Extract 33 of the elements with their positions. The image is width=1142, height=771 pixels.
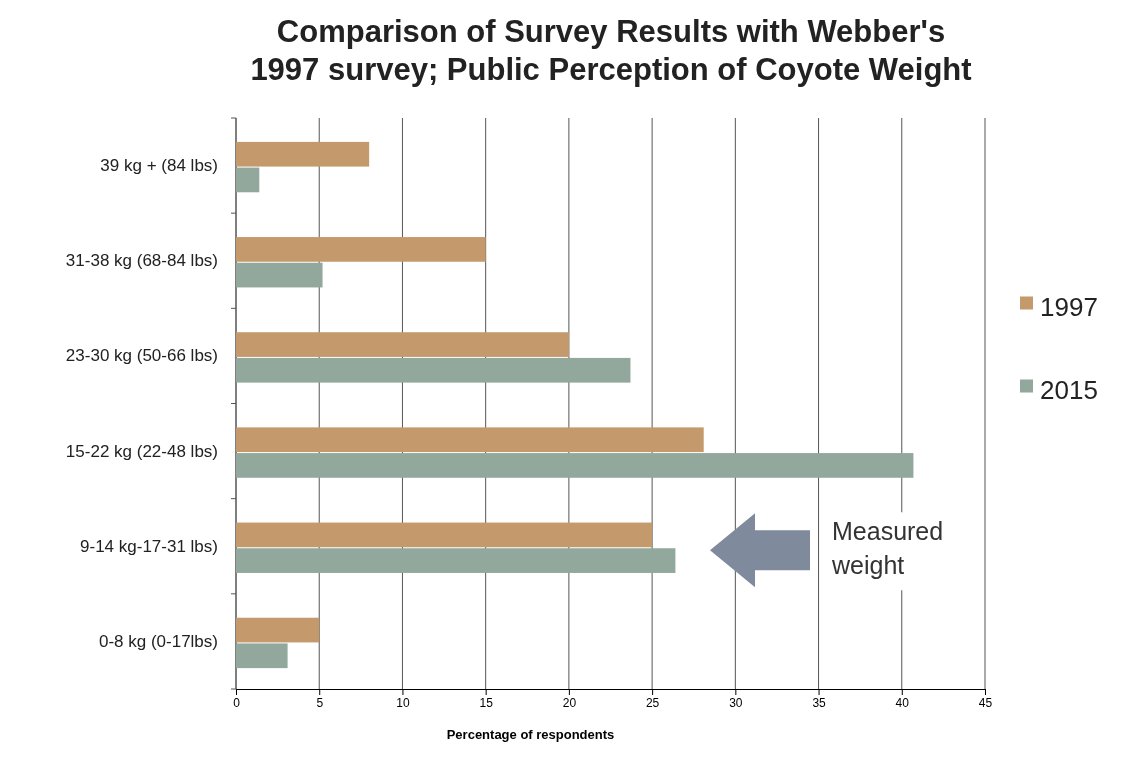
bar bbox=[236, 332, 569, 357]
bar bbox=[236, 522, 653, 548]
bar bbox=[236, 548, 676, 573]
y-tick-label: 31-38 kg (68-84 lbs) bbox=[65, 251, 218, 271]
x-tick-label: 5 bbox=[316, 695, 324, 710]
y-tick-label: 9-14 kg-17-31 lbs) bbox=[80, 536, 218, 556]
bar bbox=[236, 357, 631, 383]
x-tick-label: 15 bbox=[479, 695, 494, 710]
bar bbox=[236, 453, 914, 478]
y-tick-label: 23-30 kg (50-66 lbs) bbox=[65, 346, 218, 366]
x-tick-label: 25 bbox=[645, 695, 660, 710]
x-tick-label: 30 bbox=[729, 695, 743, 710]
bar bbox=[236, 167, 260, 193]
y-tick-label: 15-22 kg (22-48 lbs) bbox=[65, 441, 218, 461]
x-axis-title: Percentage of respondents bbox=[446, 727, 615, 742]
x-tick-label: 45 bbox=[978, 695, 993, 710]
x-tick-label: 35 bbox=[812, 695, 827, 710]
y-tick-label: 0-8 kg (0-17lbs) bbox=[98, 631, 218, 651]
bar bbox=[236, 643, 288, 669]
x-tick-label: 10 bbox=[396, 695, 410, 710]
bar bbox=[236, 617, 320, 643]
bar bbox=[236, 427, 704, 453]
x-tick-label: 0 bbox=[233, 695, 241, 710]
bar bbox=[236, 262, 323, 288]
bar bbox=[236, 237, 486, 262]
annotation: Measured weight bbox=[831, 517, 944, 580]
x-tick-label: 20 bbox=[562, 695, 577, 710]
legend-label: 2015 bbox=[1040, 375, 1098, 406]
y-tick-label: 39 kg + (84 lbs) bbox=[100, 156, 218, 176]
x-tick-label: 40 bbox=[895, 695, 910, 710]
legend-label: 1997 bbox=[1040, 292, 1098, 323]
bar bbox=[236, 141, 370, 167]
chart-title: Comparison of Survey Results with Webber's 1997 survey; Public Perception of Coyote Weight bbox=[250, 14, 972, 87]
